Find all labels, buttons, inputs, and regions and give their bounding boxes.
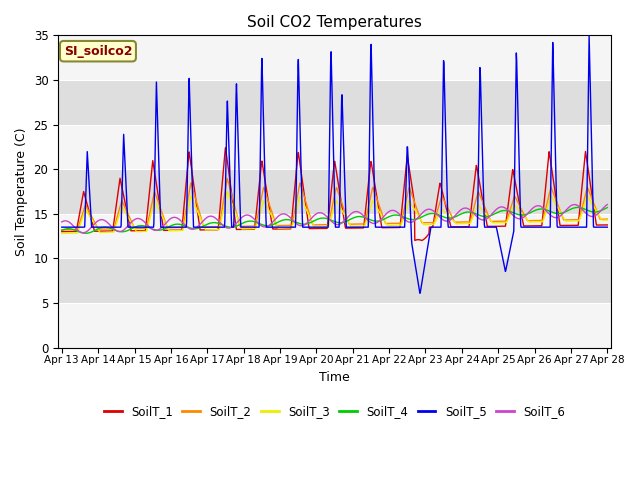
- Bar: [58, 26, 611, 36]
- Bar: [58, 124, 611, 169]
- Bar: [58, 303, 611, 348]
- Bar: [58, 80, 611, 124]
- Bar: [58, 214, 611, 258]
- Legend: SoilT_1, SoilT_2, SoilT_3, SoilT_4, SoilT_5, SoilT_6: SoilT_1, SoilT_2, SoilT_3, SoilT_4, Soil…: [99, 400, 570, 423]
- Text: SI_soilco2: SI_soilco2: [64, 45, 132, 58]
- Bar: [58, 258, 611, 303]
- Bar: [58, 169, 611, 214]
- Y-axis label: Soil Temperature (C): Soil Temperature (C): [15, 127, 28, 256]
- Bar: [58, 36, 611, 80]
- X-axis label: Time: Time: [319, 371, 350, 384]
- Title: Soil CO2 Temperatures: Soil CO2 Temperatures: [247, 15, 422, 30]
